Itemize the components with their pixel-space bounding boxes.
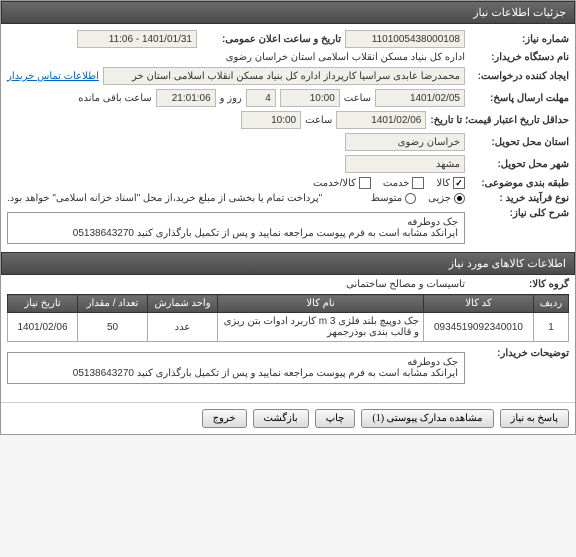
reply-button[interactable]: پاسخ به نیاز xyxy=(500,409,570,428)
min-date-value: 1401/02/06 xyxy=(336,111,426,129)
hour-label-1: ساعت xyxy=(344,93,371,104)
min-time-value: 10:00 xyxy=(241,111,301,129)
need-number-value: 1101005438000108 xyxy=(345,30,465,48)
purchase-note: "پرداخت تمام یا بخشی از مبلغ خرید،از محل… xyxy=(7,193,367,204)
city-label: شهر محل تحویل: xyxy=(469,159,569,170)
class-option-service[interactable]: خدمت xyxy=(383,177,425,189)
attachments-button[interactable]: مشاهده مدارک پیوستی (1) xyxy=(361,409,493,428)
th-code: کد کالا xyxy=(424,295,534,313)
cell-date: 1401/02/06 xyxy=(8,313,78,342)
cell-index: 1 xyxy=(534,313,569,342)
table-row[interactable]: 1 0934519092340010 جک دوپیچ بلند فلزی m … xyxy=(8,313,569,342)
checkbox-icon xyxy=(453,177,465,189)
purchase-process-label: نوع فرآیند خرید : xyxy=(469,193,569,204)
description-box: جک دوطرفه ایرانکد مشابه است به فرم پیوست… xyxy=(7,212,465,244)
deadline-date: 1401/02/05 xyxy=(375,89,465,107)
min-date-label: حداقل تاریخ اعتبار قیمت؛ تا تاریخ: xyxy=(430,115,569,126)
creator-value: محمدرضا عابدی سراسیا کارپرداز اداره کل ب… xyxy=(103,67,465,85)
checkbox-icon xyxy=(412,177,424,189)
buyer-notes-label: توضیحات خریدار: xyxy=(469,348,569,359)
th-index: ردیف xyxy=(534,295,569,313)
table-header-row: ردیف کد کالا نام کالا واحد شمارش تعداد /… xyxy=(8,295,569,313)
classification-label: طبقه بندی موضوعی: xyxy=(469,178,569,189)
city-value: مشهد xyxy=(345,155,465,173)
class-option-label: خدمت xyxy=(383,178,410,189)
contact-link[interactable]: اطلاعات تماس خریدار xyxy=(7,71,99,82)
announce-date-label: تاریخ و ساعت اعلان عمومی: xyxy=(201,34,341,45)
th-unit: واحد شمارش xyxy=(148,295,218,313)
class-option-both[interactable]: کالا/خدمت xyxy=(313,177,371,189)
province-label: استان محل تحویل: xyxy=(469,137,569,148)
cell-code: 0934519092340010 xyxy=(424,313,534,342)
panel-title: جزئیات اطلاعات نیاز xyxy=(1,1,575,24)
need-number-label: شماره نیاز: xyxy=(469,34,569,45)
details-panel: جزئیات اطلاعات نیاز شماره نیاز: 11010054… xyxy=(0,0,576,435)
province-value: خراسان رضوی xyxy=(345,133,465,151)
th-date: تاریخ نیاز xyxy=(8,295,78,313)
print-button[interactable]: چاپ xyxy=(315,409,356,428)
th-qty: تعداد / مقدار xyxy=(78,295,148,313)
radio-icon xyxy=(405,193,416,204)
purchase-option-label: جزیی xyxy=(428,193,451,204)
hour-label-2: ساعت xyxy=(305,115,332,126)
classification-group: کالا خدمت کالا/خدمت xyxy=(313,177,465,189)
panel-body: شماره نیاز: 1101005438000108 تاریخ و ساع… xyxy=(1,24,575,398)
deadline-time: 10:00 xyxy=(280,89,340,107)
checkbox-icon xyxy=(359,177,371,189)
th-name: نام کالا xyxy=(218,295,424,313)
buyer-notes-box: جک دوطرفه ایرانکد مشابه است به فرم پیوست… xyxy=(7,352,465,384)
purchase-option-small[interactable]: جزیی xyxy=(428,193,465,204)
description-label: شرح کلی نیاز: xyxy=(469,208,569,219)
class-option-goods[interactable]: کالا xyxy=(436,177,465,189)
class-option-label: کالا xyxy=(436,178,450,189)
exit-button[interactable]: خروج xyxy=(202,409,247,428)
goods-group-value: تاسیسات و مصالح ساختمانی xyxy=(346,279,465,290)
purchase-option-label: متوسط xyxy=(371,193,402,204)
cell-name: جک دوپیچ بلند فلزی m 3 کاربرد ادوات بتن … xyxy=(218,313,424,342)
radio-icon xyxy=(454,193,465,204)
goods-group-label: گروه کالا: xyxy=(469,279,569,290)
remaining-days: 4 xyxy=(246,89,276,107)
cell-unit: عدد xyxy=(148,313,218,342)
purchase-option-medium[interactable]: متوسط xyxy=(371,193,416,204)
deadline-label: مهلت ارسال پاسخ: xyxy=(469,93,569,104)
purchase-group: جزیی متوسط xyxy=(371,193,465,204)
buyer-name-label: نام دستگاه خریدار: xyxy=(469,52,569,63)
class-option-label: کالا/خدمت xyxy=(313,178,356,189)
back-button[interactable]: بازگشت xyxy=(253,409,309,428)
cell-qty: 50 xyxy=(78,313,148,342)
goods-table: ردیف کد کالا نام کالا واحد شمارش تعداد /… xyxy=(7,294,569,342)
remaining-time: 21:01:06 xyxy=(156,89,216,107)
announce-date-value: 1401/01/31 - 11:06 xyxy=(77,30,197,48)
day-and-label: روز و xyxy=(220,93,242,104)
creator-label: ایجاد کننده درخواست: xyxy=(469,71,569,82)
goods-panel-title: اطلاعات کالاهای مورد نیاز xyxy=(1,252,575,275)
button-bar: پاسخ به نیاز مشاهده مدارک پیوستی (1) چاپ… xyxy=(1,402,575,434)
buyer-name-value: اداره کل بنیاد مسکن انقلاب اسلامی استان … xyxy=(226,52,465,63)
remaining-label: ساعت باقی مانده xyxy=(78,93,151,104)
